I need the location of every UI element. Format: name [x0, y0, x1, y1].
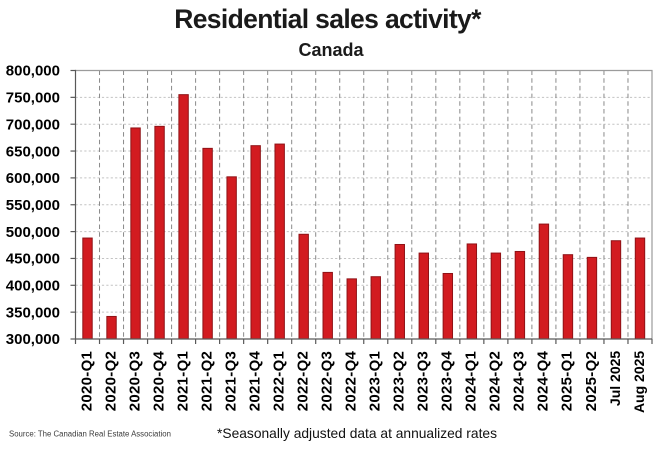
svg-text:2023-Q4: 2023-Q4 — [439, 350, 456, 411]
svg-text:2024-Q1: 2024-Q1 — [463, 351, 480, 411]
svg-text:2021-Q2: 2021-Q2 — [198, 351, 215, 411]
svg-text:450,000: 450,000 — [6, 251, 60, 268]
svg-text:400,000: 400,000 — [6, 278, 60, 295]
svg-text:Canada: Canada — [298, 40, 364, 60]
svg-text:Aug 2025: Aug 2025 — [631, 351, 647, 413]
svg-text:300,000: 300,000 — [6, 331, 60, 348]
svg-text:2020-Q3: 2020-Q3 — [126, 351, 143, 411]
svg-text:2024-Q2: 2024-Q2 — [487, 351, 504, 411]
svg-text:2022-Q2: 2022-Q2 — [295, 351, 312, 411]
svg-text:2022-Q4: 2022-Q4 — [343, 350, 360, 411]
svg-text:500,000: 500,000 — [6, 224, 60, 241]
svg-text:2025-Q1: 2025-Q1 — [559, 351, 576, 411]
svg-text:2022-Q1: 2022-Q1 — [270, 351, 287, 411]
svg-text:600,000: 600,000 — [6, 170, 60, 187]
svg-text:2024-Q3: 2024-Q3 — [511, 351, 528, 411]
svg-text:2020-Q2: 2020-Q2 — [102, 351, 119, 411]
svg-text:2022-Q3: 2022-Q3 — [319, 351, 336, 411]
svg-text:350,000: 350,000 — [6, 304, 60, 321]
svg-text:700,000: 700,000 — [6, 116, 60, 133]
svg-text:2024-Q4: 2024-Q4 — [535, 350, 552, 411]
svg-text:800,000: 800,000 — [6, 63, 60, 80]
svg-text:2023-Q3: 2023-Q3 — [415, 351, 432, 411]
svg-text:2021-Q1: 2021-Q1 — [174, 351, 191, 411]
svg-text:Source: The Canadian Real Esta: Source: The Canadian Real Estate Associa… — [9, 430, 171, 439]
svg-text:2020-Q4: 2020-Q4 — [150, 350, 167, 411]
svg-text:550,000: 550,000 — [6, 197, 60, 214]
svg-text:2020-Q1: 2020-Q1 — [78, 351, 95, 411]
svg-text:2025-Q2: 2025-Q2 — [583, 351, 600, 411]
svg-text:2021-Q4: 2021-Q4 — [246, 350, 263, 411]
svg-text:Jul 2025: Jul 2025 — [607, 351, 623, 406]
svg-text:*Seasonally adjusted data at a: *Seasonally adjusted data at annualized … — [217, 426, 497, 441]
svg-text:2021-Q3: 2021-Q3 — [222, 351, 239, 411]
svg-text:750,000: 750,000 — [6, 90, 60, 107]
svg-text:2023-Q2: 2023-Q2 — [391, 351, 408, 411]
svg-text:Residential sales activity*: Residential sales activity* — [174, 4, 482, 34]
svg-text:650,000: 650,000 — [6, 143, 60, 160]
svg-text:2023-Q1: 2023-Q1 — [367, 351, 384, 411]
